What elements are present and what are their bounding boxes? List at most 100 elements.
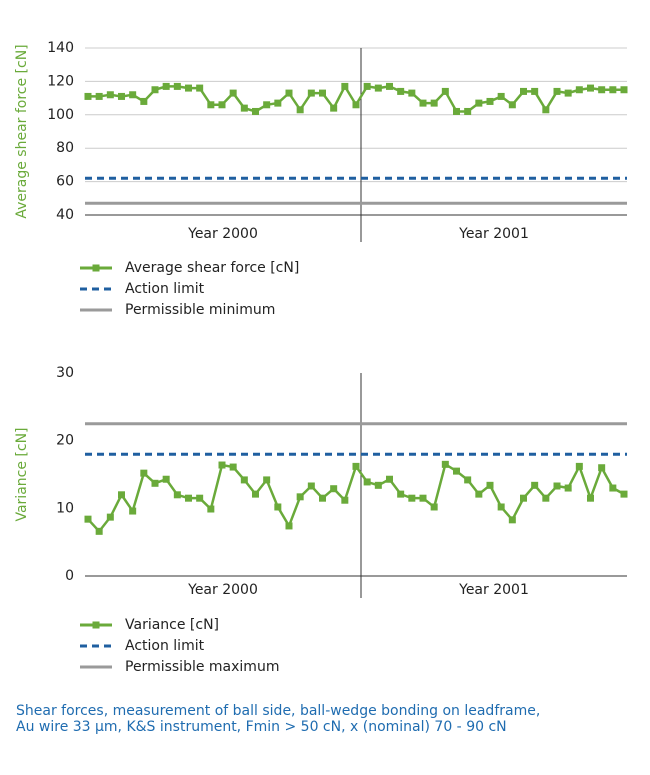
marker	[129, 91, 137, 99]
marker	[95, 92, 103, 100]
y-tick-label: 100	[47, 107, 74, 123]
legend-marker	[92, 621, 100, 629]
marker	[419, 99, 427, 107]
marker	[531, 87, 539, 95]
marker	[620, 490, 628, 498]
marker	[486, 481, 494, 489]
marker	[587, 84, 594, 92]
marker	[598, 86, 606, 94]
marker	[497, 503, 505, 511]
caption: Shear forces, measurement of ball side, …	[16, 703, 540, 719]
marker	[397, 490, 405, 498]
marker	[151, 86, 159, 94]
marker	[84, 515, 92, 523]
marker	[598, 464, 606, 472]
y-tick-label: 80	[56, 140, 74, 156]
legend-label: Action limit	[125, 281, 205, 297]
marker	[319, 494, 326, 502]
marker	[587, 494, 594, 502]
marker	[106, 91, 114, 99]
marker	[508, 516, 516, 524]
marker	[386, 82, 393, 90]
marker	[95, 527, 103, 535]
marker	[263, 476, 271, 484]
marker	[609, 484, 617, 492]
y-tick-label: 120	[47, 73, 74, 89]
marker	[118, 491, 125, 499]
marker	[520, 494, 527, 502]
x-group-label: Year 2000	[187, 226, 258, 242]
marker	[542, 106, 550, 114]
marker	[464, 476, 472, 484]
x-group-label: Year 2001	[458, 582, 529, 598]
marker	[341, 82, 349, 90]
marker	[307, 89, 315, 97]
marker	[564, 89, 572, 97]
marker	[475, 490, 483, 498]
marker	[553, 482, 561, 490]
marker	[140, 97, 148, 105]
marker	[363, 82, 371, 90]
marker	[173, 491, 181, 499]
marker	[129, 507, 137, 515]
marker	[620, 86, 628, 94]
marker	[218, 101, 226, 109]
marker	[285, 89, 293, 97]
marker	[252, 107, 259, 115]
legend-label: Action limit	[125, 638, 205, 654]
marker	[464, 107, 472, 115]
marker	[453, 107, 460, 115]
marker	[352, 101, 360, 109]
y-tick-label: 30	[56, 365, 74, 381]
marker	[386, 475, 393, 483]
marker	[542, 494, 550, 502]
marker	[196, 84, 204, 92]
x-group-label: Year 2000	[187, 582, 258, 598]
marker	[330, 104, 338, 112]
marker	[430, 503, 438, 511]
marker	[151, 479, 159, 487]
marker	[196, 494, 204, 502]
legend-label: Variance [cN]	[125, 617, 219, 633]
legend-label: Permissible maximum	[125, 659, 279, 675]
marker	[319, 89, 326, 97]
marker	[520, 87, 527, 95]
marker	[508, 101, 516, 109]
marker	[185, 494, 192, 502]
marker	[453, 467, 460, 475]
marker	[207, 101, 215, 109]
y-tick-label: 10	[56, 500, 74, 516]
marker	[341, 496, 349, 504]
y-tick-label: 20	[56, 433, 74, 449]
y-tick-label: 140	[47, 40, 74, 56]
caption: Au wire 33 µm, K&S instrument, Fmin > 50…	[16, 719, 507, 735]
x-group-label: Year 2001	[458, 226, 529, 242]
marker	[575, 86, 583, 94]
marker	[252, 490, 259, 498]
marker	[374, 84, 382, 92]
marker	[419, 494, 427, 502]
marker	[553, 87, 561, 95]
marker	[397, 87, 405, 95]
marker	[531, 481, 539, 489]
marker	[274, 99, 282, 107]
marker	[229, 89, 237, 97]
marker	[296, 106, 304, 114]
marker	[207, 505, 215, 513]
marker	[486, 97, 494, 105]
marker	[185, 84, 192, 92]
marker	[352, 462, 360, 470]
marker	[408, 494, 416, 502]
marker	[285, 522, 293, 530]
y-axis-title: Average shear force [cN]	[14, 44, 30, 218]
marker	[173, 82, 181, 90]
marker	[140, 469, 148, 477]
marker	[330, 485, 338, 493]
marker	[430, 99, 438, 107]
marker	[274, 503, 282, 511]
marker	[162, 82, 170, 90]
marker	[575, 462, 583, 470]
y-tick-label: 60	[56, 174, 74, 190]
